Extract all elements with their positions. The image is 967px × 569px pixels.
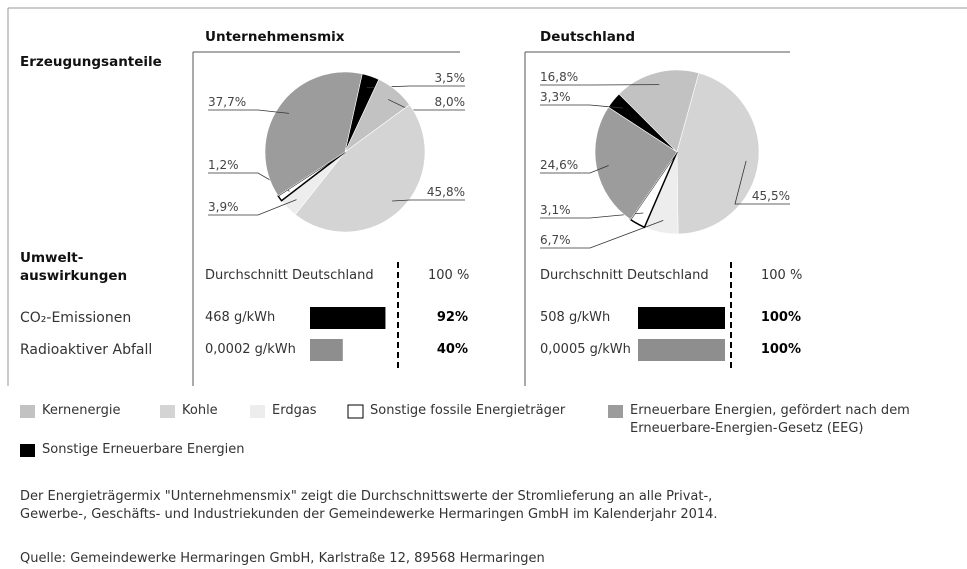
value-label: 40% [436, 342, 468, 357]
bar [638, 307, 725, 329]
reference-label: 100 % [761, 268, 803, 283]
slice-label: 45,8% [427, 185, 465, 199]
leader-line [392, 199, 465, 202]
slice-label: 24,6% [540, 158, 578, 172]
note: Der Energieträgermix "Unternehmensmix" z… [20, 489, 718, 522]
amount-label: 0,0002 g/kWh [205, 342, 296, 357]
row-label: Radioaktiver Abfall [20, 342, 153, 358]
legend-swatch [347, 404, 364, 419]
average-label: Durchschnitt Deutschland [205, 268, 374, 283]
slice-label: 3,9% [208, 200, 239, 214]
slice-label: 8,0% [435, 95, 466, 109]
row-label: Erzeugungsanteile [20, 54, 162, 70]
slice-label: 45,5% [752, 189, 790, 203]
slice-label: 37,7% [208, 95, 246, 109]
bar [310, 339, 343, 361]
slice-label: 3,5% [435, 71, 466, 85]
bar [310, 307, 386, 329]
amount-label: 468 g/kWh [205, 310, 276, 325]
leader-line [734, 160, 790, 205]
legend-swatch [608, 405, 623, 418]
leader-line [208, 109, 290, 114]
slice-label: 1,2% [208, 158, 239, 172]
value-label: 92% [436, 310, 468, 325]
amount-label: 508 g/kWh [540, 310, 611, 325]
pie-slice [676, 72, 760, 235]
legend-swatch [160, 405, 175, 418]
leader-line [540, 219, 664, 249]
bar [638, 339, 725, 361]
legend-swatch [250, 405, 265, 418]
row-label: Umwelt-auswirkungen [20, 250, 128, 284]
reference-label: 100 % [428, 268, 470, 283]
source: Quelle: Gemeindewerke Hermaringen GmbH, … [20, 551, 545, 566]
slice-label: 3,1% [540, 203, 571, 217]
legend-swatch [20, 444, 35, 457]
leader-line [208, 199, 297, 216]
row-label: CO₂-Emissionen [20, 310, 132, 326]
chart-title: Unternehmensmix [205, 29, 345, 45]
pie-slice [594, 106, 678, 220]
chart-title: Deutschland [540, 29, 636, 45]
average-label: Durchschnitt Deutschland [540, 268, 709, 283]
leader-line [540, 104, 623, 109]
legend-label: Sonstige Erneuerbare Energien [42, 442, 245, 457]
value-label: 100% [760, 342, 801, 357]
legend-label: Erneuerbare Energien, gefördert nach dem… [630, 403, 910, 436]
legend-label: Erdgas [272, 403, 317, 418]
slice-label: 6,7% [540, 233, 571, 247]
legend-label: Sonstige fossile Energieträger [370, 403, 566, 418]
legend-swatch [20, 405, 35, 418]
legend-label: Kernenergie [42, 403, 121, 418]
value-label: 100% [760, 310, 801, 325]
pie-slice [264, 71, 363, 197]
pie-slice [294, 104, 426, 233]
slice-label: 3,3% [540, 90, 571, 104]
legend-label: Kohle [182, 403, 218, 418]
slice-label: 16,8% [540, 70, 578, 84]
leader-line [540, 165, 609, 174]
amount-label: 0,0005 g/kWh [540, 342, 631, 357]
pie-slice [618, 69, 700, 153]
